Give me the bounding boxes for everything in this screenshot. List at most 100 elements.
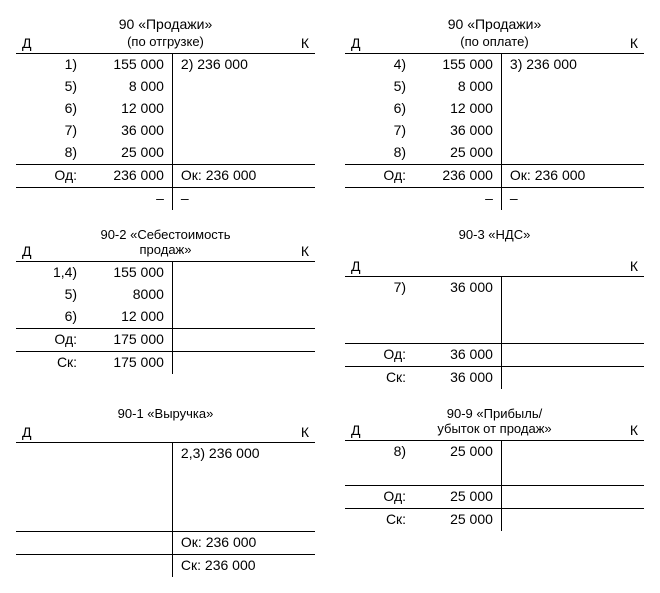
- row-debit: 8 000: [416, 76, 501, 98]
- turnover-debit: 36 000: [416, 343, 501, 366]
- row-debit: 8000: [87, 284, 172, 306]
- credit-header: К: [563, 35, 644, 53]
- row-credit: [501, 440, 644, 463]
- balance-credit: Ск: 236 000: [172, 554, 315, 577]
- row-credit: [172, 76, 315, 98]
- row-label: 5): [16, 284, 87, 306]
- turnover-debit-label: [16, 531, 87, 554]
- account-90-payment: 90 «Продажи» Д (по оплате) К 4)155 0003)…: [345, 16, 644, 210]
- balance-credit: [501, 508, 644, 531]
- row-label: 5): [16, 76, 87, 98]
- balance-credit: [501, 366, 644, 389]
- row-credit: [501, 120, 644, 142]
- row-debit: [87, 487, 172, 509]
- account-90-1-revenue: 90-1 «Выручка» Д К 2,3) 236 000 Ок: 236 …: [16, 407, 315, 577]
- t-account-table: 1,4)155 000 5)8000 6)12 000 Од:175 000 С…: [16, 261, 315, 374]
- debit-header: Д: [16, 424, 97, 442]
- debit-header: Д: [16, 243, 97, 261]
- row-credit: [172, 509, 315, 532]
- balance-debit: 25 000: [416, 508, 501, 531]
- row-debit: 155 000: [416, 53, 501, 76]
- row-debit: [416, 321, 501, 344]
- account-subtitle: (по оплате): [426, 35, 564, 53]
- row-label: 4): [345, 53, 416, 76]
- row-credit: [172, 284, 315, 306]
- row-credit: [501, 76, 644, 98]
- row-credit: [172, 142, 315, 165]
- row-label: 6): [16, 306, 87, 329]
- turnover-debit-label: Од:: [345, 485, 416, 508]
- row-credit: [501, 142, 644, 165]
- account-90-2-cost: 90-2 «Себестоимость Д продаж» К 1,4)155 …: [16, 228, 315, 389]
- account-title: 90-1 «Выручка»: [16, 407, 315, 422]
- turnover-credit: Ок: 236 000: [172, 531, 315, 554]
- account-title: 90-2 «Себестоимость: [16, 228, 315, 243]
- row-credit: [172, 465, 315, 487]
- row-debit: 155 000: [87, 261, 172, 284]
- row-label: [16, 509, 87, 532]
- row-label: 1): [16, 53, 87, 76]
- turnover-credit: Ок: 236 000: [172, 164, 315, 187]
- row-label: [345, 321, 416, 344]
- row-debit: 12 000: [87, 306, 172, 329]
- balance-dash: –: [501, 187, 644, 210]
- account-title: 90 «Продажи»: [345, 16, 644, 33]
- t-account-table: 4)155 0003) 236 000 5)8 000 6)12 000 7)3…: [345, 53, 644, 210]
- row-credit: [172, 487, 315, 509]
- debit-header: Д: [345, 258, 426, 276]
- row-credit: [501, 321, 644, 344]
- turnover-debit-label: Од:: [16, 328, 87, 351]
- turnover-debit-label: Од:: [345, 164, 416, 187]
- balance-debit: 175 000: [87, 351, 172, 374]
- turnover-debit-label: Од:: [16, 164, 87, 187]
- credit-header: К: [234, 243, 315, 261]
- row-credit: [501, 98, 644, 120]
- row-label: 8): [345, 440, 416, 463]
- row-label: 6): [16, 98, 87, 120]
- row-label: 7): [16, 120, 87, 142]
- balance-dash: –: [172, 187, 315, 210]
- row-label: 7): [345, 120, 416, 142]
- row-debit: [87, 442, 172, 465]
- row-debit: [416, 299, 501, 321]
- row-label: [345, 463, 416, 486]
- row-label: 6): [345, 98, 416, 120]
- row-debit: 25 000: [416, 142, 501, 165]
- row-label: 8): [16, 142, 87, 165]
- turnover-credit: [501, 485, 644, 508]
- turnover-debit: [87, 531, 172, 554]
- row-debit: 25 000: [416, 440, 501, 463]
- turnover-credit: [172, 328, 315, 351]
- account-title: 90-3 «НДС»: [345, 228, 644, 243]
- turnover-debit: 175 000: [87, 328, 172, 351]
- turnover-debit: 236 000: [416, 164, 501, 187]
- row-debit: 36 000: [416, 276, 501, 299]
- turnover-credit: Ок: 236 000: [501, 164, 644, 187]
- credit-header: К: [563, 258, 644, 276]
- row-debit: 155 000: [87, 53, 172, 76]
- balance-debit: 36 000: [416, 366, 501, 389]
- t-account-table: 1)155 0002) 236 000 5)8 000 6)12 000 7)3…: [16, 53, 315, 210]
- balance-dash: –: [416, 187, 501, 210]
- row-credit: 2) 236 000: [172, 53, 315, 76]
- turnover-credit: [501, 343, 644, 366]
- row-debit: [416, 463, 501, 486]
- balance-label: Ск:: [345, 366, 416, 389]
- credit-header: К: [234, 35, 315, 53]
- row-label: 1,4): [16, 261, 87, 284]
- account-subtitle: убыток от продаж»: [426, 422, 564, 440]
- turnover-debit-label: Од:: [345, 343, 416, 366]
- account-90-3-vat: 90-3 «НДС» Д К 7)36 000 Од:36 000 Ск:36 …: [345, 228, 644, 389]
- credit-header: К: [234, 424, 315, 442]
- account-title: 90 «Продажи»: [16, 16, 315, 33]
- account-subtitle: продаж»: [97, 243, 235, 261]
- account-title: 90-9 «Прибыль/: [345, 407, 644, 422]
- balance-debit: [87, 554, 172, 577]
- row-credit: [172, 261, 315, 284]
- t-account-table: 2,3) 236 000 Ок: 236 000 Ск: 236 000: [16, 442, 315, 577]
- balance-dash: –: [87, 187, 172, 210]
- credit-header: К: [563, 422, 644, 440]
- row-credit: [172, 306, 315, 329]
- row-debit: 8 000: [87, 76, 172, 98]
- row-label: 7): [345, 276, 416, 299]
